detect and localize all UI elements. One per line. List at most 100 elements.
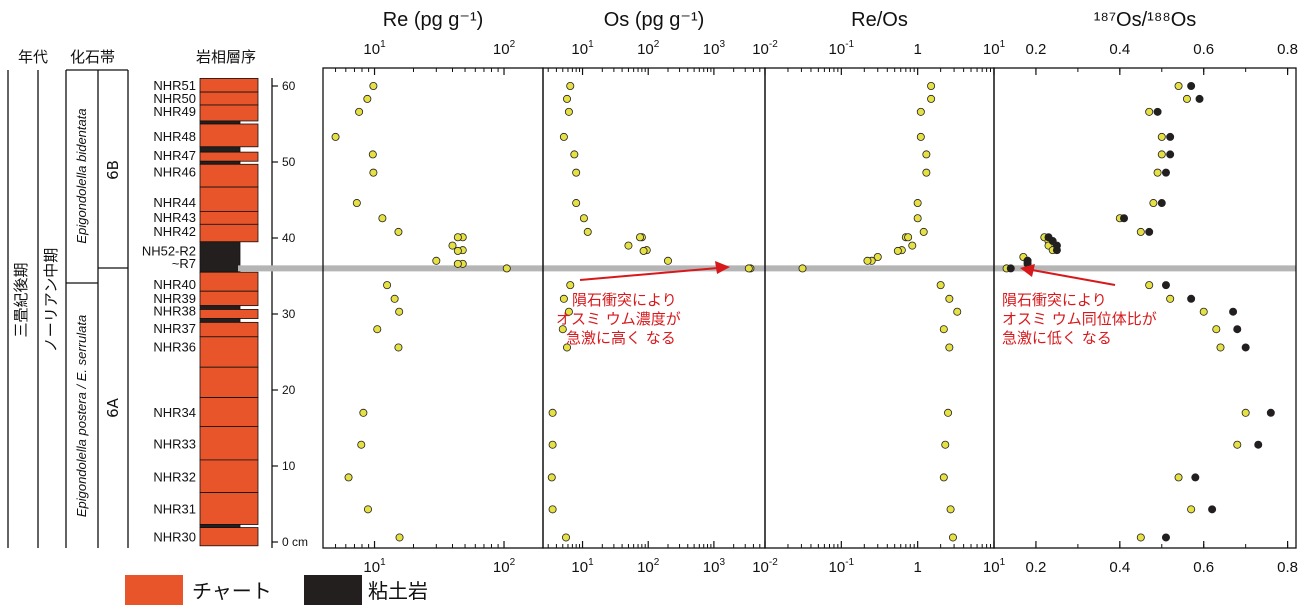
data-point [1254, 440, 1263, 449]
top-tick-label: 101 [571, 39, 594, 58]
data-point [394, 343, 403, 352]
data-point [1191, 473, 1200, 482]
data-point [663, 256, 672, 265]
top-tick-label: 0.6 [1193, 41, 1214, 58]
tick-exponent: 3 [719, 557, 725, 568]
top-tick-label: 10-2 [752, 39, 778, 58]
tick-exponent: 1 [1000, 39, 1006, 50]
height-tick-label: 20 [282, 383, 296, 397]
top-tick-label: 103 [703, 39, 726, 58]
age-middle-norian: ノーリアン中期 [42, 248, 60, 352]
data-point [1187, 294, 1196, 303]
data-point [548, 505, 557, 514]
litho-column [199, 78, 259, 547]
data-point [798, 264, 807, 273]
data-point [913, 199, 922, 208]
panel-4: ¹⁸⁷Os/¹⁸⁸Os 0.2 0.2 0.4 0.4 0.6 0.6 0.8 0.8 [993, 9, 1298, 576]
data-point [941, 440, 950, 449]
data-point [904, 233, 913, 242]
data-point [922, 168, 931, 177]
bottom-tick-label: 1 [913, 559, 921, 576]
zone-6b: 6B [104, 160, 122, 180]
top-tick-label: 102 [637, 39, 660, 58]
data-point [359, 408, 368, 417]
data-point [1187, 82, 1196, 91]
data-point [1161, 281, 1170, 290]
litho-bed-chert [199, 186, 259, 212]
sample-label: NHR38 [153, 304, 196, 319]
sample-label: NHR47 [153, 148, 196, 163]
legend: チャート 粘土岩 [125, 575, 428, 605]
data-point [369, 82, 378, 91]
litho-bed-chert [199, 459, 259, 494]
sample-label: NHR37 [153, 321, 196, 336]
data-point [1145, 107, 1154, 116]
data-point [432, 256, 441, 265]
sample-label: NHR50 [153, 91, 196, 106]
litho-bed-chert [199, 78, 259, 93]
bottom-tick-label: 0.8 [1277, 559, 1298, 576]
sample-label: NHR51 [153, 78, 196, 93]
data-point [562, 533, 571, 542]
data-point [916, 132, 925, 141]
tick-exponent: 2 [654, 39, 660, 50]
sample-label: NHR40 [153, 277, 196, 292]
data-point [369, 168, 378, 177]
litho-bed-chert [199, 271, 259, 292]
data-point [563, 94, 572, 103]
data-point [1233, 440, 1242, 449]
data-point [352, 199, 361, 208]
bottom-tick-label: 101 [363, 557, 386, 576]
tick-exponent: 1 [588, 557, 594, 568]
data-point [559, 132, 568, 141]
data-point [913, 214, 922, 223]
data-point [1136, 533, 1145, 542]
data-point [1266, 408, 1275, 417]
litho-bed-clay [199, 120, 241, 125]
data-point [570, 150, 579, 159]
data-point [639, 246, 648, 255]
data-point [558, 325, 567, 334]
data-point [1233, 325, 1242, 334]
data-point [395, 533, 404, 542]
data-point [566, 82, 575, 91]
bottom-tick-label: 102 [637, 557, 660, 576]
bottom-tick-label: 0.4 [1109, 559, 1130, 576]
sample-label: NHR44 [153, 195, 196, 210]
tick-exponent: 3 [719, 39, 725, 50]
panel-title: Os (pg g⁻¹) [604, 9, 705, 31]
litho-bed-chert [199, 426, 259, 461]
data-point [378, 214, 387, 223]
age-late-triassic: 三畳紀後期 [12, 262, 30, 337]
height-tick-label: 40 [282, 231, 296, 245]
data-point [936, 281, 945, 290]
data-point [563, 343, 572, 352]
strat-frame [7, 69, 129, 548]
data-point [453, 246, 462, 255]
lithostratigraphy-header: 岩相層序 [196, 48, 256, 66]
height-axis: 60 50 40 30 20 10 0 cm [271, 78, 308, 549]
data-point [945, 343, 954, 352]
data-point [1006, 264, 1015, 273]
data-point [939, 473, 948, 482]
sample-label: NHR39 [153, 291, 196, 306]
litho-bed-clay [199, 146, 241, 153]
data-point [1229, 307, 1238, 316]
os-ratio-annotation: 隕石衝突により オスミ ウム同位体比が 急激に低く なる [1002, 264, 1157, 347]
data-point [922, 150, 931, 159]
data-point [564, 307, 573, 316]
tick-exponent: -2 [769, 557, 778, 568]
zone-postera-serrulata: Epigondolella postera / E. serrulata [74, 315, 89, 517]
data-point [636, 233, 645, 242]
data-point [572, 199, 581, 208]
data-point [1136, 227, 1145, 236]
data-point [1166, 294, 1175, 303]
data-point [624, 241, 633, 250]
bottom-tick-label: 101 [983, 557, 1006, 576]
data-point [579, 214, 588, 223]
zone-bidentata: Epigondolella bidentata [74, 108, 89, 243]
tick-exponent: 2 [654, 557, 660, 568]
litho-bed-chert [199, 309, 259, 319]
